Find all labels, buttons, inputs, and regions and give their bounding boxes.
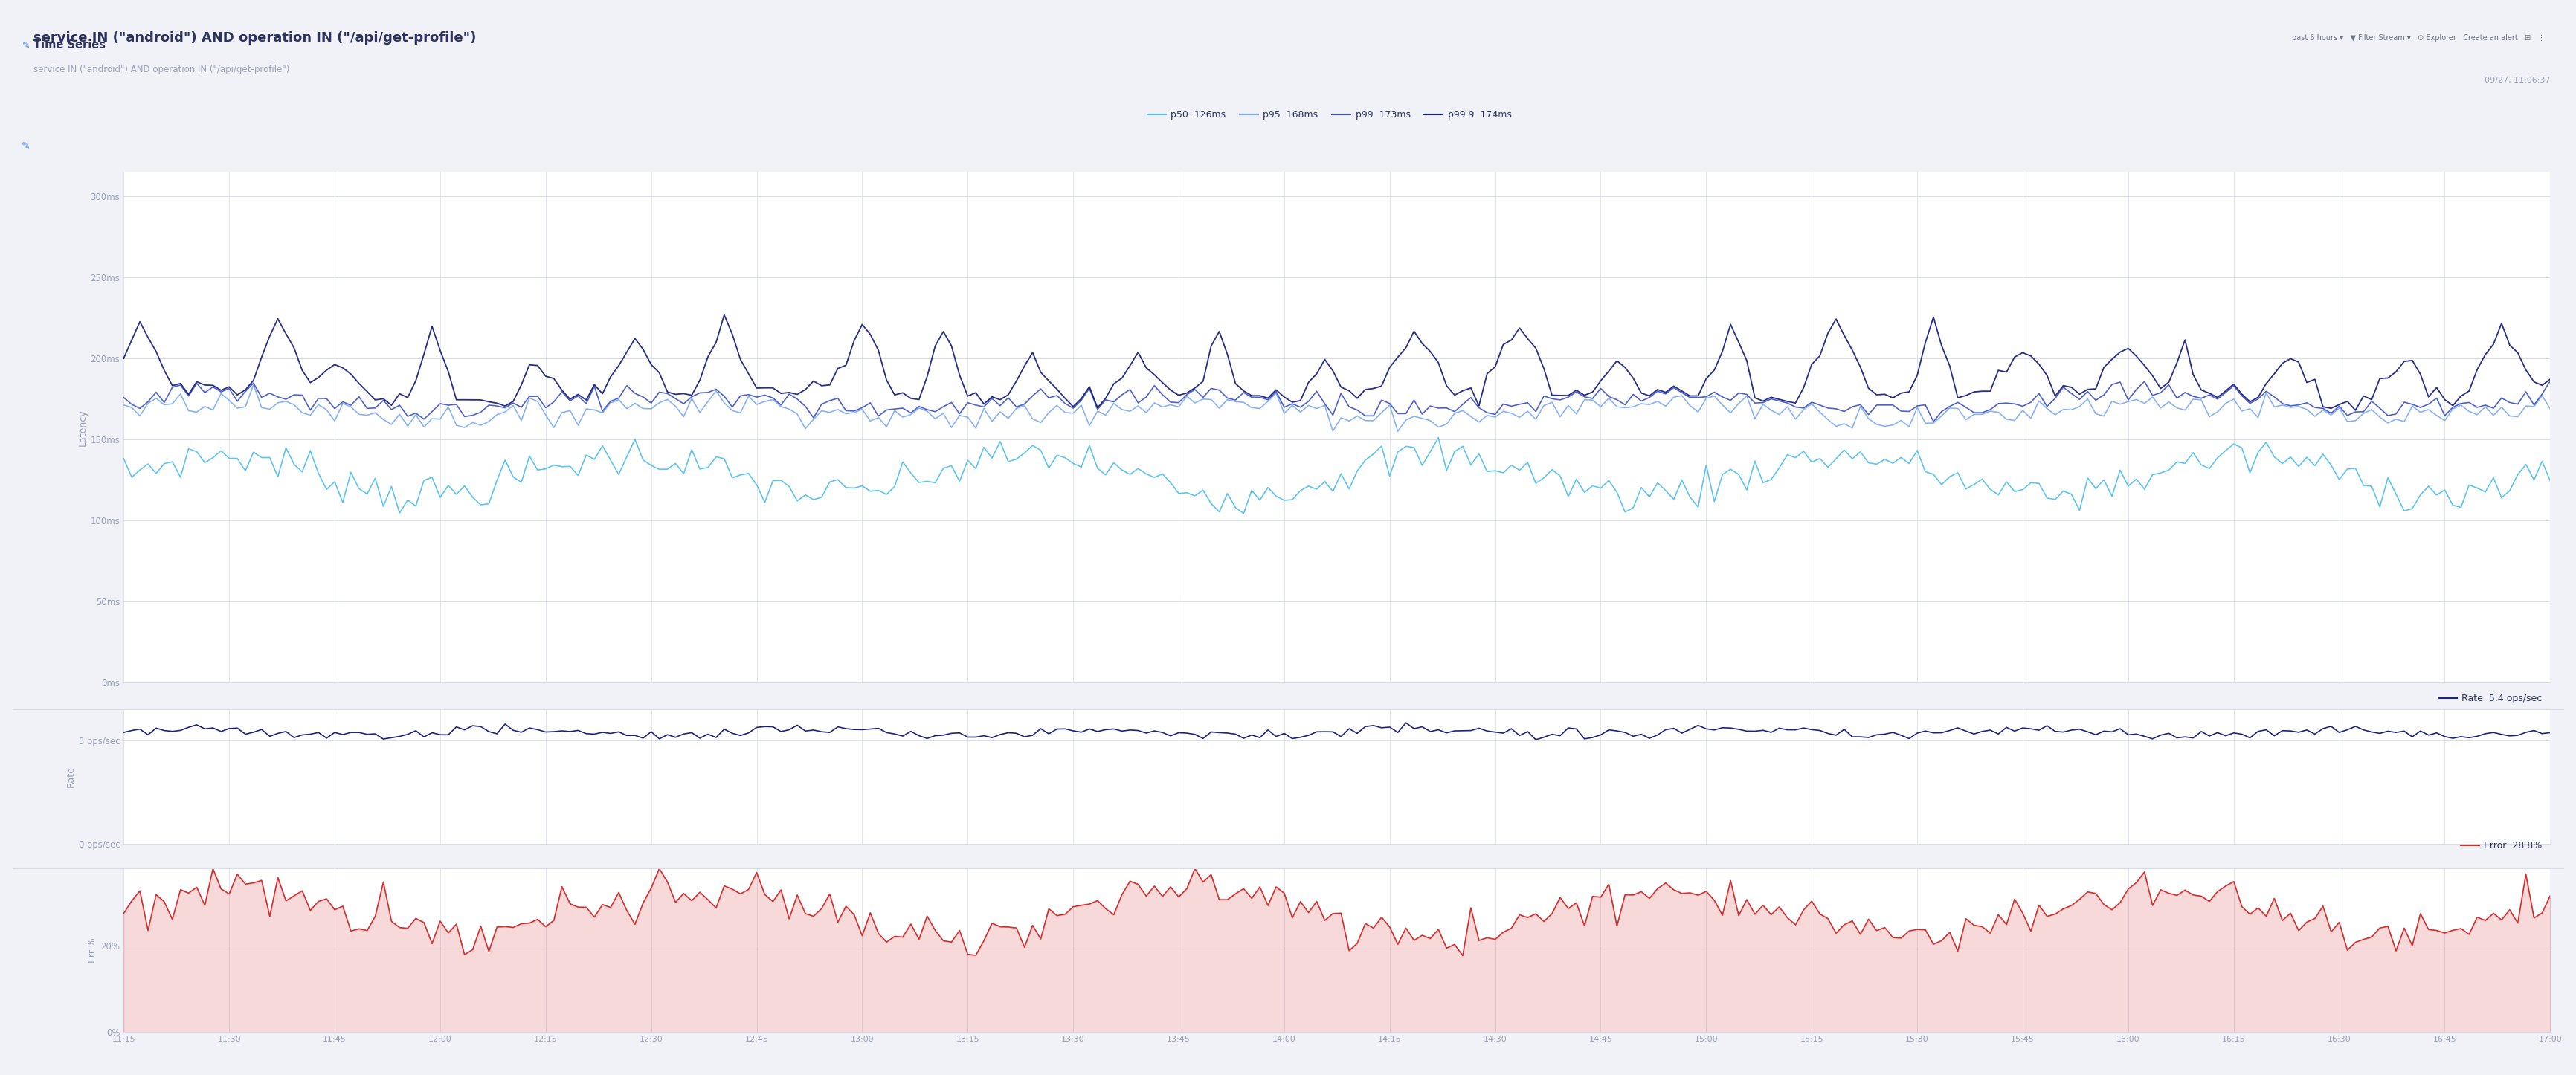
Text: Time Series: Time Series <box>33 40 106 51</box>
Legend: p50  126ms, p95  168ms, p99  173ms, p99.9  174ms: p50 126ms, p95 168ms, p99 173ms, p99.9 1… <box>1146 111 1512 120</box>
Text: service IN ("android") AND operation IN ("/api/get-profile"): service IN ("android") AND operation IN … <box>33 66 289 74</box>
Legend: Error  28.8%: Error 28.8% <box>2458 837 2545 855</box>
Legend: Rate  5.4 ops/sec: Rate 5.4 ops/sec <box>2434 690 2545 707</box>
Y-axis label: Rate: Rate <box>67 766 75 787</box>
Text: ✎: ✎ <box>21 141 31 152</box>
Text: service IN ("android") AND operation IN ("/api/get-profile"): service IN ("android") AND operation IN … <box>33 31 477 44</box>
Y-axis label: Latency: Latency <box>77 408 88 446</box>
Text: past 6 hours ▾   ▼ Filter Stream ▾   ⊙ Explorer   Create an alert   ⊞   ⋮: past 6 hours ▾ ▼ Filter Stream ▾ ⊙ Explo… <box>2293 34 2545 41</box>
Text: ✎: ✎ <box>21 41 31 49</box>
Y-axis label: Err %: Err % <box>88 937 98 963</box>
Text: 09/27, 11:06:37: 09/27, 11:06:37 <box>2483 77 2550 84</box>
